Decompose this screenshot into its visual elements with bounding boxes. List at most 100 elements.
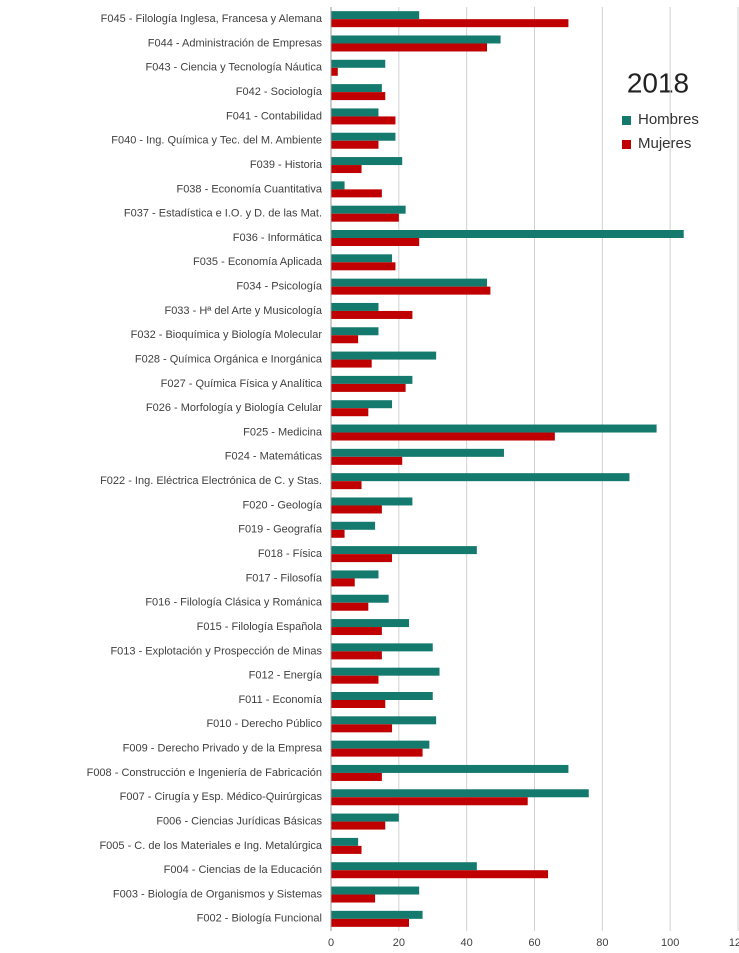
bar bbox=[331, 918, 410, 927]
bar bbox=[331, 424, 657, 433]
y-tick-label: F025 - Medicina bbox=[243, 426, 323, 438]
y-tick-label: F042 - Sociología bbox=[236, 86, 323, 98]
bar bbox=[331, 400, 393, 409]
legend-swatch bbox=[622, 140, 631, 149]
bar bbox=[331, 529, 345, 538]
bar bbox=[331, 35, 501, 44]
bar bbox=[331, 383, 406, 392]
y-tick-label: F013 - Explotación y Prospección de Mina… bbox=[110, 645, 322, 657]
y-tick-label: F026 - Morfología y Biología Celular bbox=[146, 402, 322, 414]
legend-label: Hombres bbox=[638, 111, 699, 128]
y-tick-label: F027 - Química Física y Analítica bbox=[161, 378, 323, 390]
bar bbox=[331, 837, 359, 846]
y-tick-label: F002 - Biología Funcional bbox=[197, 913, 322, 925]
x-tick-label: 0 bbox=[328, 937, 334, 949]
x-tick-label: 60 bbox=[528, 937, 540, 949]
legend-label: Mujeres bbox=[638, 135, 691, 152]
y-tick-label: F015 - Filología Española bbox=[197, 621, 323, 633]
y-tick-label: F007 - Cirugía y Esp. Médico-Quirúrgicas bbox=[120, 791, 323, 803]
y-tick-label: F036 - Informática bbox=[233, 232, 323, 244]
y-tick-label: F020 - Geología bbox=[243, 499, 323, 511]
bar bbox=[331, 627, 382, 636]
bar bbox=[331, 554, 393, 563]
bar bbox=[331, 521, 376, 530]
y-tick-label: F005 - C. de los Materiales e Ing. Metal… bbox=[99, 840, 322, 852]
y-tick-label: F022 - Ing. Eléctrica Electrónica de C. … bbox=[100, 475, 322, 487]
bar bbox=[331, 797, 528, 806]
bar bbox=[331, 448, 504, 457]
bar bbox=[331, 813, 399, 822]
y-tick-label: F045 - Filología Inglesa, Francesa y Ale… bbox=[101, 13, 323, 25]
y-tick-label: F040 - Ing. Química y Tec. del M. Ambien… bbox=[111, 135, 322, 147]
bar bbox=[331, 335, 359, 344]
y-tick-label: F043 - Ciencia y Tecnología Náutica bbox=[145, 62, 322, 74]
bar bbox=[331, 254, 393, 263]
bar bbox=[331, 286, 491, 295]
y-tick-label: F006 - Ciencias Jurídicas Básicas bbox=[156, 815, 322, 827]
bar bbox=[331, 181, 345, 190]
bar bbox=[331, 351, 437, 360]
bar bbox=[331, 238, 420, 246]
bar bbox=[331, 67, 338, 76]
bar bbox=[331, 327, 379, 336]
bar bbox=[331, 189, 382, 198]
bar bbox=[331, 456, 403, 465]
bar bbox=[331, 43, 488, 52]
y-tick-label: F038 - Economía Cuantitativa bbox=[176, 183, 322, 195]
bar bbox=[331, 310, 413, 319]
bar bbox=[331, 570, 379, 579]
bar bbox=[331, 165, 362, 174]
bar bbox=[331, 910, 423, 919]
y-tick-label: F032 - Bioquímica y Biología Molecular bbox=[131, 329, 323, 341]
bar bbox=[331, 108, 379, 117]
y-tick-label: F034 - Psicología bbox=[236, 281, 322, 293]
bar bbox=[331, 667, 440, 676]
y-tick-label: F033 - Hª del Arte y Musicología bbox=[164, 305, 322, 317]
y-tick-label: F044 - Administración de Empresas bbox=[148, 37, 323, 49]
bar bbox=[331, 262, 396, 271]
y-tick-label: F035 - Economía Aplicada bbox=[193, 256, 323, 268]
bar bbox=[331, 302, 379, 311]
legend-swatch bbox=[622, 116, 631, 125]
bar bbox=[331, 870, 549, 879]
y-tick-label: F009 - Derecho Privado y de la Empresa bbox=[123, 743, 323, 755]
y-tick-label: F041 - Contabilidad bbox=[226, 110, 322, 122]
bar bbox=[331, 505, 382, 514]
bar bbox=[331, 886, 420, 895]
y-tick-label: F010 - Derecho Público bbox=[206, 718, 322, 730]
bar bbox=[331, 764, 569, 773]
bar bbox=[331, 408, 369, 417]
bar bbox=[331, 19, 569, 28]
y-tick-label: F024 - Matemáticas bbox=[225, 451, 323, 463]
bar bbox=[331, 230, 684, 238]
bar bbox=[331, 116, 396, 125]
bar bbox=[331, 789, 589, 798]
bar bbox=[331, 59, 386, 68]
y-tick-label: F011 - Economía bbox=[238, 694, 322, 706]
bar bbox=[331, 692, 433, 700]
bar bbox=[331, 578, 355, 587]
bar bbox=[331, 740, 430, 749]
bar bbox=[331, 432, 555, 441]
bar bbox=[331, 205, 406, 214]
bar bbox=[331, 278, 488, 287]
bar bbox=[331, 84, 382, 93]
bar bbox=[331, 497, 413, 506]
x-tick-label: 40 bbox=[461, 937, 473, 949]
bar bbox=[331, 700, 386, 708]
y-tick-label: F037 - Estadística e I.O. y D. de las Ma… bbox=[124, 208, 322, 220]
y-tick-label: F019 - Geografía bbox=[238, 524, 323, 536]
bar bbox=[331, 157, 403, 166]
bar bbox=[331, 748, 423, 757]
x-tick-label: 20 bbox=[393, 937, 405, 949]
y-tick-label: F012 - Energía bbox=[249, 670, 323, 682]
y-tick-label: F004 - Ciencias de la Educación bbox=[164, 864, 322, 876]
bar bbox=[331, 359, 372, 368]
bar bbox=[331, 213, 399, 222]
bar bbox=[331, 651, 382, 660]
bar bbox=[331, 11, 420, 20]
x-tick-label: 120 bbox=[729, 937, 739, 949]
y-tick-label: F017 - Filosofía bbox=[246, 572, 323, 584]
bar bbox=[331, 845, 362, 854]
